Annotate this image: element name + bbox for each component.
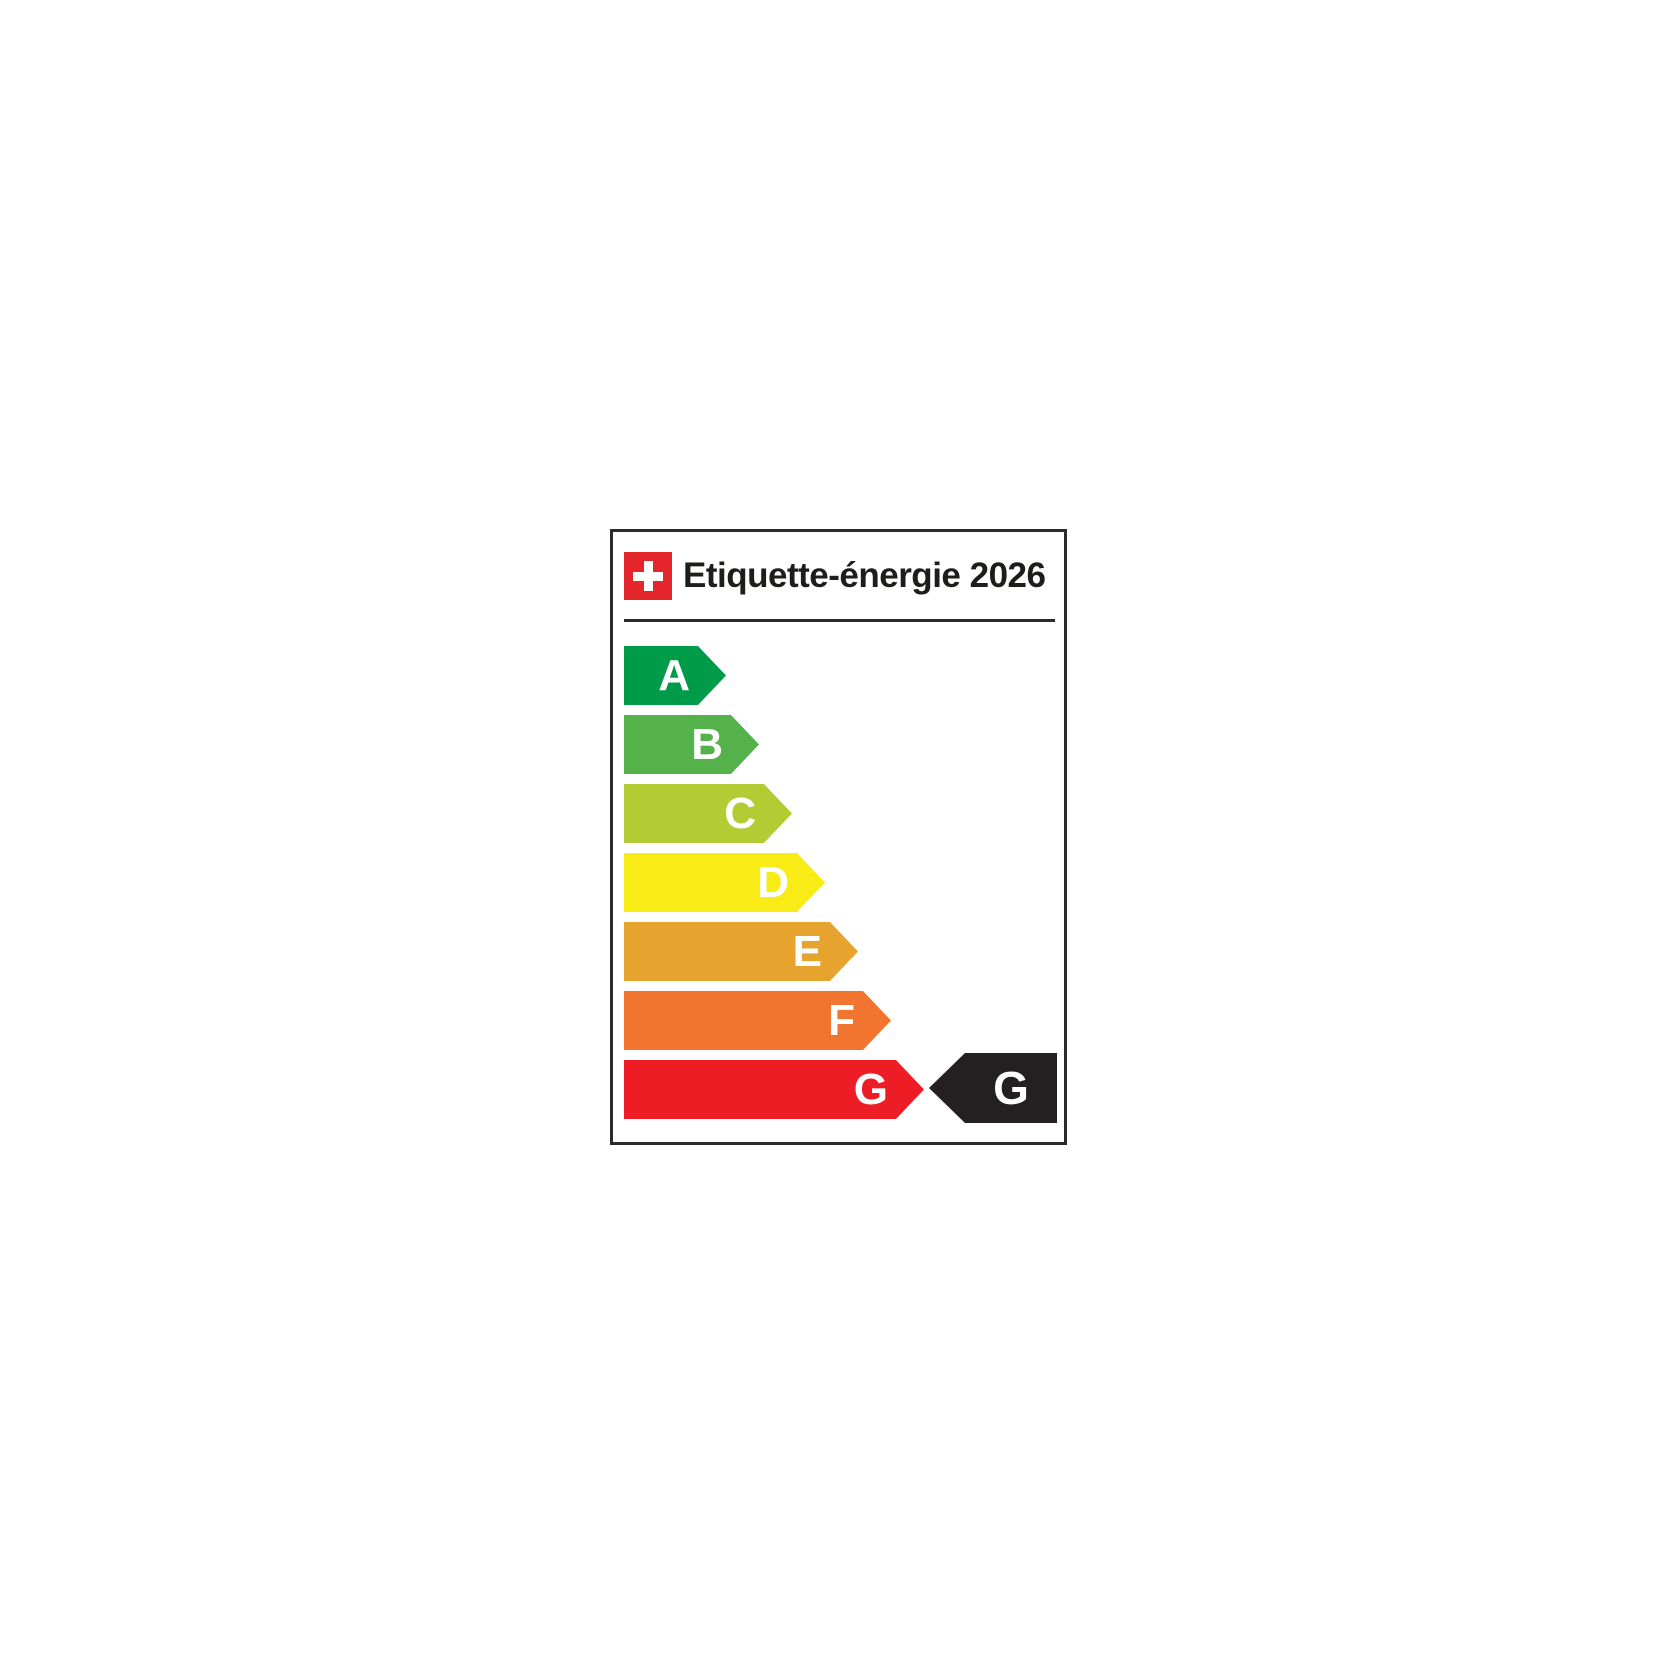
- grade-arrow-a: A: [624, 646, 726, 705]
- grade-arrow-f: F: [624, 991, 891, 1050]
- label-title: Etiquette-énergie 2026: [683, 556, 1046, 595]
- grade-letter: A: [658, 650, 690, 700]
- grade-arrow-e: E: [624, 922, 858, 981]
- grade-arrow-c: C: [624, 784, 792, 843]
- rating-arrow: G: [929, 1053, 1057, 1123]
- grade-letter: E: [792, 926, 822, 976]
- grade-arrow-g: G: [624, 1060, 924, 1119]
- swiss-flag-icon: [624, 552, 672, 600]
- grade-letter: C: [724, 788, 756, 838]
- rating-letter: G: [993, 1062, 1029, 1114]
- header-divider: [624, 619, 1055, 622]
- grade-letter: F: [828, 995, 855, 1045]
- grade-letter: G: [853, 1064, 888, 1114]
- grade-arrow-b: B: [624, 715, 759, 774]
- label-header: Etiquette-énergie 2026: [624, 552, 1055, 600]
- flag-cross-vertical: [644, 561, 653, 591]
- grade-letter: B: [691, 719, 723, 769]
- grade-arrow-d: D: [624, 853, 825, 912]
- grade-letter: D: [757, 857, 789, 907]
